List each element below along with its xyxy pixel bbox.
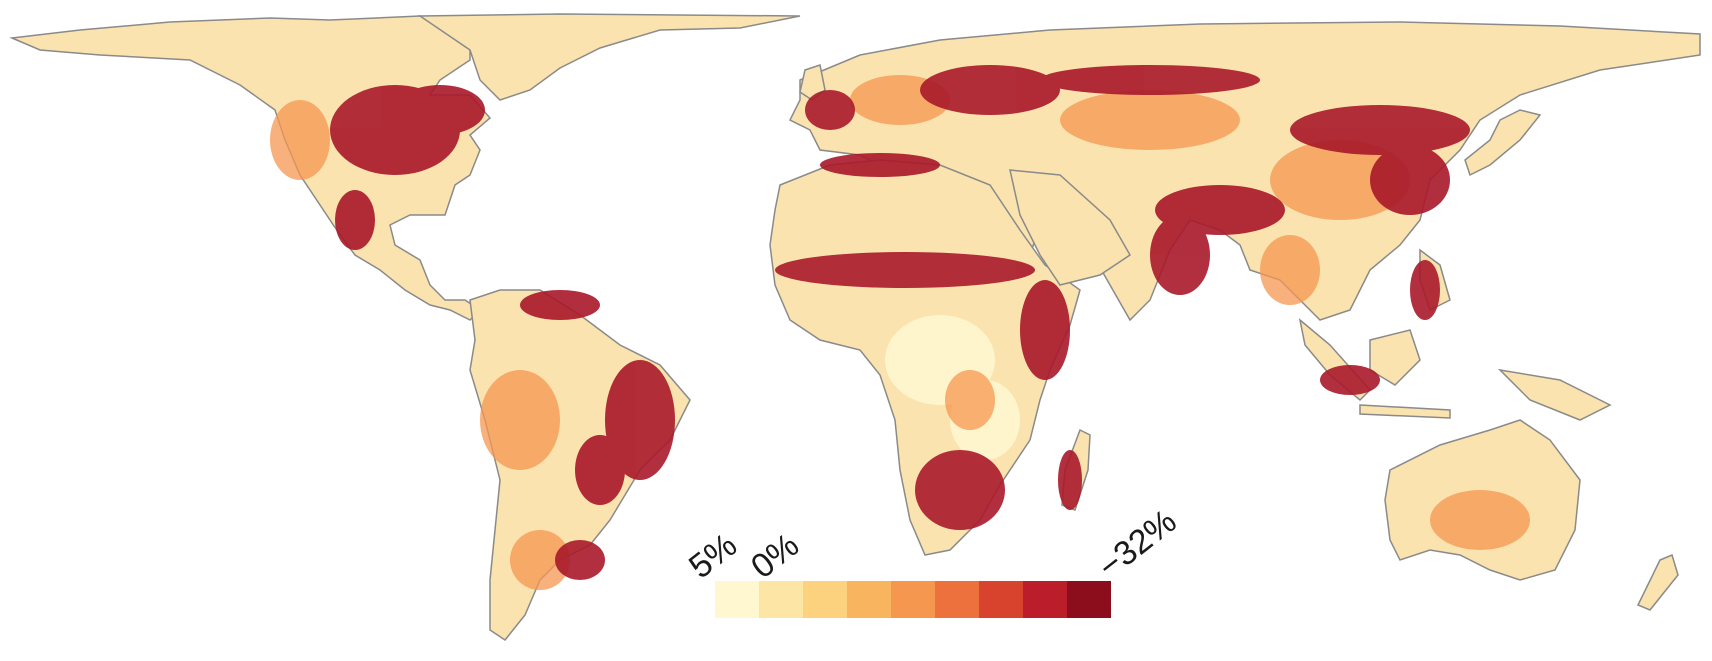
legend-swatch-4 xyxy=(847,581,891,618)
legend-swatch-2 xyxy=(759,581,803,618)
legend-swatch-9 xyxy=(1067,581,1111,618)
arabian-peninsula xyxy=(1009,169,1131,286)
zone-severe-loss xyxy=(330,65,1470,580)
legend-swatch-6 xyxy=(935,581,979,618)
legend-swatch-5 xyxy=(891,581,935,618)
legend-swatch-3 xyxy=(803,581,847,618)
new-guinea xyxy=(1497,368,1612,421)
japan xyxy=(1464,109,1542,177)
zone-moderate-loss xyxy=(270,75,1530,590)
java xyxy=(1359,404,1451,419)
greenland xyxy=(417,13,801,101)
color-legend xyxy=(715,581,1111,618)
legend-swatch-8 xyxy=(1023,581,1067,618)
new-zealand xyxy=(1636,553,1679,611)
legend-swatch-1 xyxy=(715,581,759,618)
legend-swatch-7 xyxy=(979,581,1023,618)
borneo xyxy=(1369,329,1421,386)
